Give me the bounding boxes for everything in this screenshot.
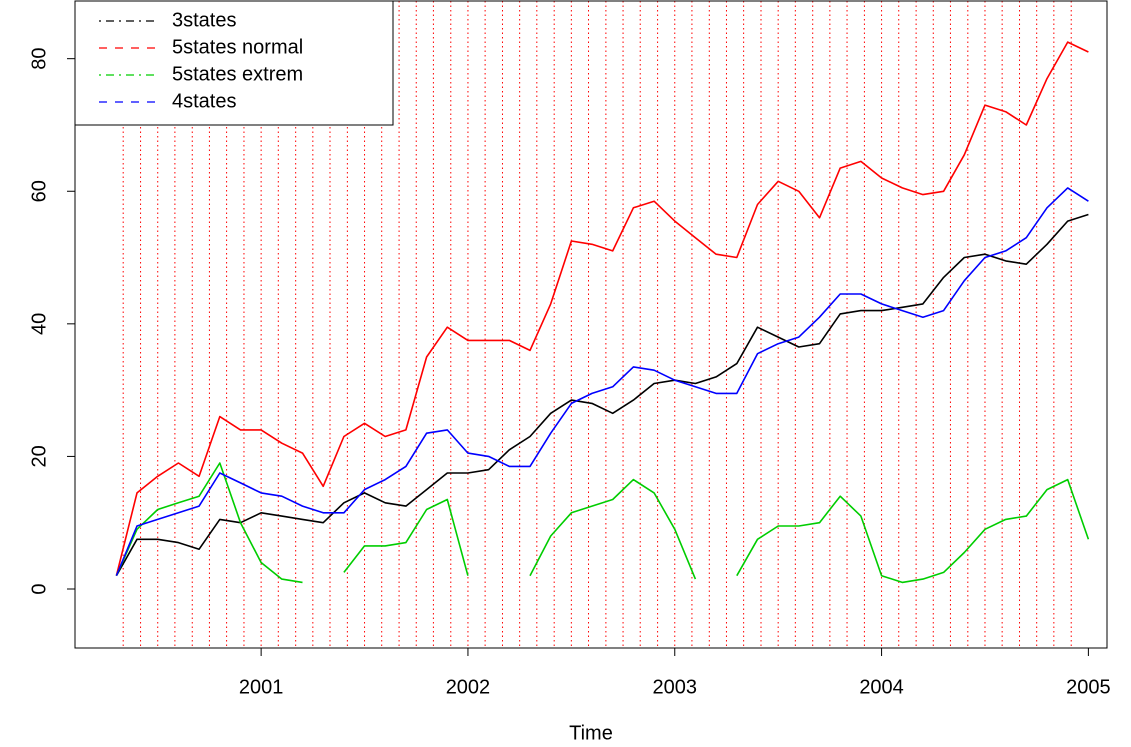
x-tick-label: 2003 bbox=[653, 676, 698, 698]
series-line bbox=[115, 41, 1089, 576]
x-tick-label: 2001 bbox=[239, 676, 284, 698]
y-tick-label: 80 bbox=[28, 48, 50, 70]
y-tick-label: 40 bbox=[28, 313, 50, 335]
y-tick-label: 20 bbox=[28, 445, 50, 467]
x-tick-label: 2005 bbox=[1066, 676, 1111, 698]
legend-label: 5states normal bbox=[172, 36, 303, 58]
series-line bbox=[115, 213, 1089, 577]
series-line bbox=[115, 462, 1090, 584]
y-tick-label: 60 bbox=[28, 180, 50, 202]
legend-label: 5states extrem bbox=[172, 63, 303, 85]
x-tick-label: 2002 bbox=[446, 676, 491, 698]
x-tick-label: 2004 bbox=[859, 676, 904, 698]
legend-label: 3states bbox=[172, 9, 236, 31]
legend-box bbox=[74, 0, 394, 126]
y-tick-label: 0 bbox=[28, 583, 50, 594]
x-axis-label: Time bbox=[569, 722, 613, 744]
series-line bbox=[115, 187, 1089, 577]
legend-label: 4states bbox=[172, 90, 236, 112]
